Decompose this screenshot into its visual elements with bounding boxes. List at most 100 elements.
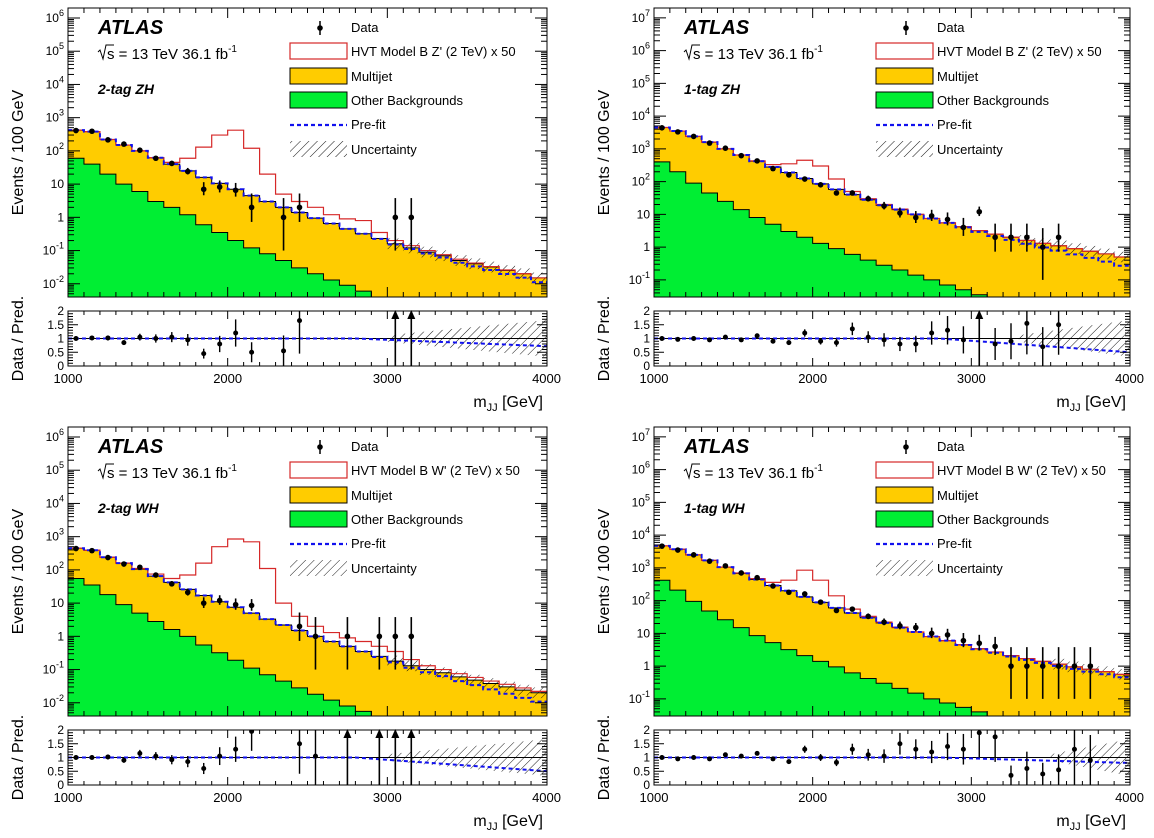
y-tick-label: 10 [637,207,651,221]
data-point [312,633,319,640]
uncertainty-band-bin [419,246,436,258]
ratio-y-tick-label: 1.5 [633,318,650,332]
data-point [928,630,935,637]
legend-other-label: Other Backgrounds [937,93,1050,108]
legend-multijet-swatch [289,486,348,504]
ratio-y-tick-label: 0 [57,359,64,373]
data-point [376,633,383,640]
ratio-point [137,750,143,756]
data-point [1087,663,1094,669]
data-point [1039,663,1046,669]
x-tick-label: 4000 [1115,790,1144,805]
data-point [770,165,776,172]
y-tick-label: 107 [632,427,650,444]
y-tick-label: 1 [643,240,650,254]
ratio-point [1056,322,1062,328]
legend-other-swatch [875,91,934,109]
y-tick-label: 103 [632,139,650,156]
ratio-y-tick-label: 0.5 [47,764,64,778]
ratio-point [833,759,839,765]
legend-data-marker [903,444,909,450]
ratio-point [89,755,95,760]
y-tick-label: 10 [637,626,651,640]
uncertainty-band-bin [531,687,547,699]
ratio-y-tick-label: 1 [57,332,64,346]
ratio-point [707,756,713,762]
ratio-point [217,753,223,759]
data-point [944,216,951,223]
legend-signal-label: HVT Model B Z' (2 TeV) x 50 [937,44,1102,59]
legend-prefit-label: Pre-fit [937,117,972,132]
ratio-point [1024,766,1030,771]
y-tick-label: 106 [46,8,64,25]
atlas-label: ATLAS [683,17,750,39]
data-point [1055,234,1062,241]
ratio-point [233,330,239,336]
data-point [913,624,919,631]
data-point [200,600,207,606]
energy-text: s = 13 TeV 36.1 fb-1 [693,44,823,63]
y-tick-label: 104 [46,493,64,510]
data-point [738,152,745,159]
ratio-point [297,318,303,324]
ratio-point [945,327,951,333]
atlas-label: ATLAS [683,436,750,458]
x-tick-label: 2000 [798,371,827,386]
data-point [153,572,159,578]
data-point [168,581,175,587]
legend-uncertainty-label: Uncertainty [351,561,417,576]
legend-signal-label: HVT Model B W' (2 TeV) x 50 [351,463,520,478]
data-point [897,210,903,216]
y-tick-label: 104 [632,106,650,123]
ratio-point [169,757,175,763]
legend-other-label: Other Backgrounds [351,93,464,108]
signal-histogram [68,538,547,693]
data-point [992,643,998,650]
data-point [232,187,239,194]
data-point [754,158,760,164]
data-point [881,203,887,209]
data-point [865,195,871,202]
ratio-point [960,337,966,343]
ratio-point [121,340,127,346]
y-tick-label: 102 [632,172,650,189]
ratio-point [89,335,95,341]
ratio-point [929,330,935,336]
legend-data-label: Data [937,439,965,454]
data-point [770,583,776,589]
data-point [105,137,111,143]
ratio-y-axis-label: Data / Pred. [10,296,27,381]
y-tick-label: 105 [46,41,64,58]
legend-multijet-label: Multijet [351,69,393,84]
y-tick-label: 105 [632,73,650,90]
ratio-y-tick-label: 0.5 [47,345,64,359]
ratio-point [137,334,143,340]
x-tick-label: 1000 [54,790,83,805]
uncertainty-band-bin [435,250,452,262]
data-point [137,564,143,571]
ratio-point [249,730,255,734]
y-tick-label: 10 [51,596,65,610]
uncertainty-band-bin [467,674,484,686]
ratio-y-tick-label: 1.5 [47,318,64,332]
y-tick-label: 106 [46,427,64,444]
legend-other-label: Other Backgrounds [351,512,464,527]
data-point [738,570,745,576]
data-point [1071,663,1078,669]
legend-data-marker [317,25,323,31]
legend-signal-label: HVT Model B W' (2 TeV) x 50 [937,463,1106,478]
legend-signal-swatch [875,461,934,479]
data-point [232,601,239,608]
uncertainty-band-bin [499,681,516,693]
main-plot-area [68,127,547,297]
y-tick-label: 103 [46,527,64,544]
data-point [121,141,127,147]
legend-data-marker [903,25,909,31]
ratio-point [185,337,191,343]
x-axis-label: mJJ [GeV] [1056,394,1126,414]
energy-text: s = 13 TeV 36.1 fb-1 [107,463,237,482]
ratio-y-tick-label: 2 [57,304,64,318]
ratio-prefit-line [68,337,547,348]
